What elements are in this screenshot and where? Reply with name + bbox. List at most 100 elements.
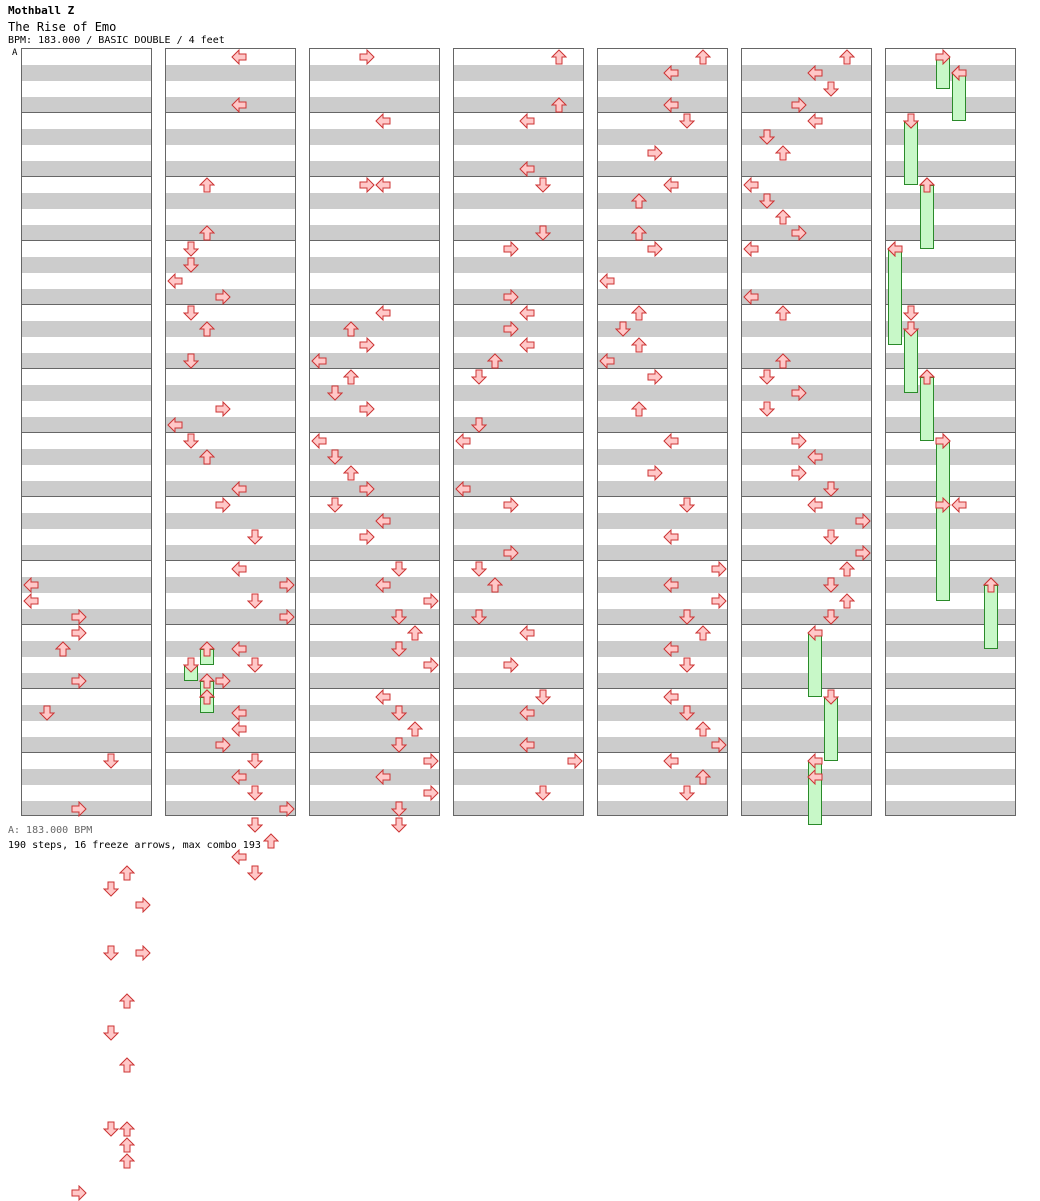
measure-line [886, 624, 1015, 625]
right-arrow-icon [359, 401, 375, 417]
measure-line [742, 624, 871, 625]
up-arrow-icon [775, 145, 791, 161]
down-arrow-icon [247, 657, 263, 673]
measure-line [166, 752, 295, 753]
measure-line [598, 240, 727, 241]
measure-line [310, 112, 439, 113]
measure-line [598, 624, 727, 625]
left-arrow-icon [663, 65, 679, 81]
bpm-marker: A [12, 48, 18, 58]
down-arrow-icon [679, 785, 695, 801]
measure-line [454, 176, 583, 177]
left-arrow-icon [231, 49, 247, 65]
left-arrow-icon [663, 529, 679, 545]
chart-column [453, 48, 584, 816]
right-arrow-icon [935, 497, 951, 513]
down-arrow-icon [535, 689, 551, 705]
down-arrow-icon [247, 529, 263, 545]
measure-line [598, 688, 727, 689]
right-arrow-icon [71, 673, 87, 689]
left-arrow-icon [311, 433, 327, 449]
down-arrow-icon [247, 785, 263, 801]
up-arrow-icon [119, 1153, 135, 1169]
down-arrow-icon [391, 641, 407, 657]
up-arrow-icon [199, 673, 215, 689]
right-arrow-icon [71, 625, 87, 641]
measure-line [886, 368, 1015, 369]
measure-line [310, 304, 439, 305]
up-arrow-icon [199, 321, 215, 337]
measure-line [454, 752, 583, 753]
chart-column [309, 48, 440, 833]
up-arrow-icon [983, 577, 999, 593]
down-arrow-icon [823, 529, 839, 545]
left-arrow-icon [663, 97, 679, 113]
measure-line [22, 688, 151, 689]
right-arrow-icon [71, 1185, 87, 1201]
up-arrow-icon [119, 1057, 135, 1073]
right-arrow-icon [711, 593, 727, 609]
freeze-arrow [920, 185, 934, 249]
up-arrow-icon [631, 193, 647, 209]
right-arrow-icon [647, 241, 663, 257]
left-arrow-icon [743, 241, 759, 257]
measure-line [310, 432, 439, 433]
up-arrow-icon [343, 465, 359, 481]
step-chart [21, 48, 1016, 1201]
up-arrow-icon [343, 369, 359, 385]
left-arrow-icon [231, 721, 247, 737]
down-arrow-icon [391, 801, 407, 817]
left-arrow-icon [599, 273, 615, 289]
measure-line [310, 496, 439, 497]
measure-line [742, 688, 871, 689]
left-arrow-icon [375, 577, 391, 593]
left-arrow-icon [519, 113, 535, 129]
measure-line [22, 752, 151, 753]
down-arrow-icon [103, 881, 119, 897]
measure-line [742, 432, 871, 433]
right-arrow-icon [711, 561, 727, 577]
right-arrow-icon [711, 737, 727, 753]
up-arrow-icon [343, 321, 359, 337]
up-arrow-icon [119, 1121, 135, 1137]
measure-line [886, 496, 1015, 497]
right-arrow-icon [279, 609, 295, 625]
down-arrow-icon [535, 225, 551, 241]
up-arrow-icon [695, 49, 711, 65]
down-arrow-icon [679, 657, 695, 673]
measure-line [166, 240, 295, 241]
right-arrow-icon [791, 97, 807, 113]
left-arrow-icon [375, 513, 391, 529]
right-arrow-icon [791, 433, 807, 449]
left-arrow-icon [743, 289, 759, 305]
right-arrow-icon [135, 897, 151, 913]
left-arrow-icon [519, 305, 535, 321]
measure-line [742, 176, 871, 177]
up-arrow-icon [695, 769, 711, 785]
up-arrow-icon [407, 721, 423, 737]
right-arrow-icon [855, 513, 871, 529]
down-arrow-icon [391, 609, 407, 625]
up-arrow-icon [263, 833, 279, 849]
measure-line [310, 560, 439, 561]
down-arrow-icon [391, 705, 407, 721]
measure-line [310, 240, 439, 241]
left-arrow-icon [519, 161, 535, 177]
down-arrow-icon [759, 401, 775, 417]
up-arrow-icon [199, 689, 215, 705]
right-arrow-icon [647, 369, 663, 385]
down-arrow-icon [471, 369, 487, 385]
freeze-arrow [936, 505, 950, 601]
chart-column [597, 48, 728, 816]
measure-line [454, 432, 583, 433]
freeze-arrow [808, 633, 822, 697]
right-arrow-icon [215, 737, 231, 753]
up-arrow-icon [919, 369, 935, 385]
left-arrow-icon [599, 353, 615, 369]
down-arrow-icon [471, 609, 487, 625]
measure-line [454, 240, 583, 241]
left-arrow-icon [663, 577, 679, 593]
right-arrow-icon [791, 225, 807, 241]
down-arrow-icon [183, 657, 199, 673]
left-arrow-icon [519, 625, 535, 641]
